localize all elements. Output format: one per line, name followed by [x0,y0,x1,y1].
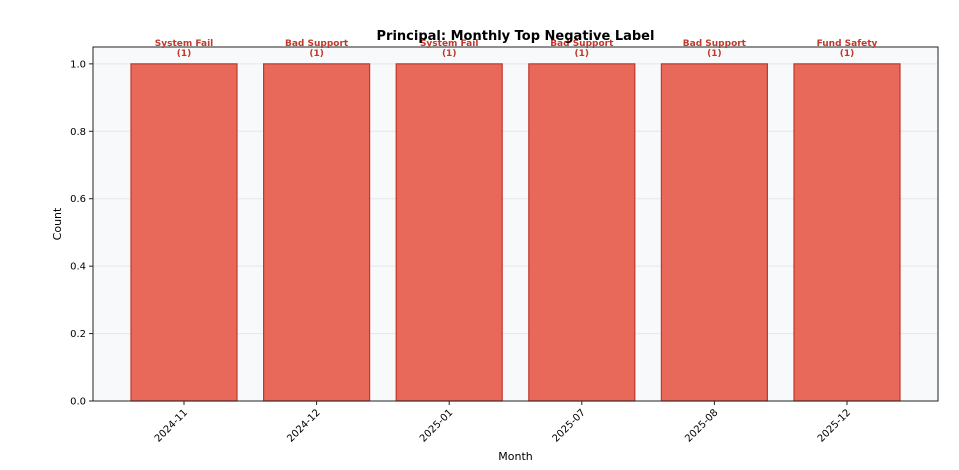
bar-value-label: (1) [575,49,590,59]
plot-frame [92,46,939,402]
bars [130,63,901,402]
bar [263,63,371,402]
bar-category-label: Bad Support [683,39,747,49]
bar [130,63,238,402]
bar-annotations: System Fail(1)Bad Support(1)System Fail(… [155,39,878,59]
bar-value-label: (1) [707,49,722,59]
bar [660,63,769,402]
bar-category-label: System Fail [155,39,214,49]
y-tick-label: 0.8 [70,127,86,138]
bar-value-label: (1) [177,49,192,59]
x-tick-label: 2025-08 [683,407,720,444]
x-tick-label: 2025-01 [418,407,455,444]
bar [528,63,636,402]
x-tick-label: 2025-07 [551,407,588,444]
chart-title: Principal: Monthly Top Negative Label [377,29,655,44]
y-tick-label: 0.0 [70,397,86,408]
x-tick-label: 2025-12 [816,407,853,444]
x-axis-ticks: 2024-11 2024-12 2025-01 2025-07 2025-08 2025-… [153,401,853,445]
y-tick-label: 1.0 [70,59,86,70]
x-tick-label: 2024-11 [153,407,190,444]
x-tick-label: 2024-12 [285,407,322,444]
y-axis-label: Count [51,207,64,240]
bar-category-label: Fund Safety [817,39,878,49]
bar-category-label: Bad Support [550,39,614,49]
bar-value-label: (1) [309,49,324,59]
y-axis-ticks: 0.0 0.2 0.4 0.6 0.8 1.0 [70,59,93,408]
bar [793,63,901,402]
y-tick-label: 0.2 [70,329,86,340]
bar [395,63,503,402]
bar-category-label: System Fail [420,39,479,49]
y-tick-label: 0.6 [70,194,86,205]
bar-value-label: (1) [840,49,855,59]
y-tick-label: 0.4 [70,262,86,273]
bar-category-label: Bad Support [285,39,349,49]
bar-value-label: (1) [442,49,457,59]
x-axis-label: Month [498,450,533,463]
